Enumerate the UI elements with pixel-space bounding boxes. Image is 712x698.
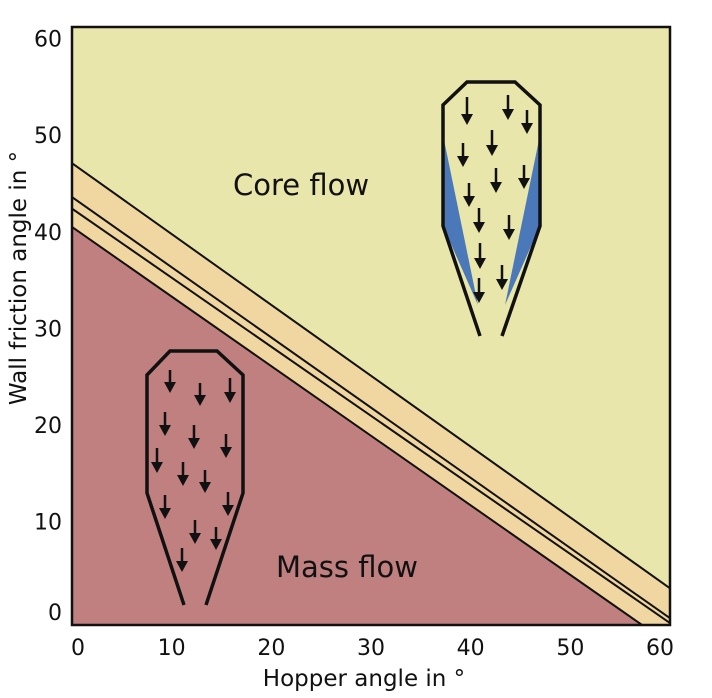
hopper-mass-flow [145,349,245,606]
down-arrow-head-icon [210,539,222,550]
mass-flow-label: Mass flow [276,550,418,584]
x-tick-label: 20 [257,636,285,661]
plot-frame [70,25,672,627]
down-arrow-head-icon [503,229,515,240]
x-tick-label: 50 [556,636,584,661]
down-arrow-head-icon [222,505,234,516]
down-arrow-head-icon [177,475,189,486]
y-tick-label: 60 [34,28,62,53]
x-tick-label: 60 [646,636,674,661]
down-arrow-head-icon [189,533,201,544]
down-arrow-head-icon [159,425,171,436]
down-arrow-head-icon [220,447,232,458]
boundary-line-middle-limit-1 [71,196,671,620]
x-tick-label: 10 [158,636,186,661]
dead-zone-left [443,135,478,305]
dead-zone-right [505,135,540,305]
down-arrow-head-icon [224,392,236,403]
down-arrow-head-icon [473,292,485,303]
boundary-line-middle-limit-2 [71,207,671,624]
x-tick-label: 0 [71,636,85,661]
y-tick-label: 10 [34,511,62,536]
y-axis-label: Wall friction angle in ° [6,151,32,405]
down-arrow-head-icon [490,182,502,193]
y-tick-label: 0 [48,601,62,626]
down-arrow-head-icon [473,222,485,233]
down-arrow-head-icon [457,156,469,167]
down-arrow-head-icon [486,145,498,156]
down-arrow-head-icon [474,258,486,269]
down-arrow-head-icon [151,462,163,473]
down-arrow-head-icon [502,109,514,120]
x-tick-label: 30 [357,636,385,661]
down-arrow-head-icon [194,395,206,406]
down-arrow-head-icon [518,178,530,189]
hopper-core-flow [441,80,542,337]
down-arrow-head-icon [164,382,176,393]
down-arrow-head-icon [188,438,200,449]
core-flow-label: Core flow [233,168,369,202]
down-arrow-head-icon [461,114,473,125]
boundary-line-mass-flow-limit [71,226,643,626]
down-arrow-head-icon [496,279,508,290]
down-arrow-head-icon [159,508,171,519]
y-tick-label: 30 [34,317,62,342]
x-tick-label: 40 [457,636,485,661]
y-tick-label: 50 [34,124,62,149]
y-tick-label: 20 [34,414,62,439]
down-arrow-head-icon [199,482,211,493]
down-arrow-head-icon [463,196,475,207]
y-tick-label: 40 [34,221,62,246]
x-axis-label: Hopper angle in ° [263,666,465,692]
down-arrow-head-icon [176,561,188,572]
boundary-line-upper-limit [71,162,671,590]
down-arrow-head-icon [521,123,533,134]
